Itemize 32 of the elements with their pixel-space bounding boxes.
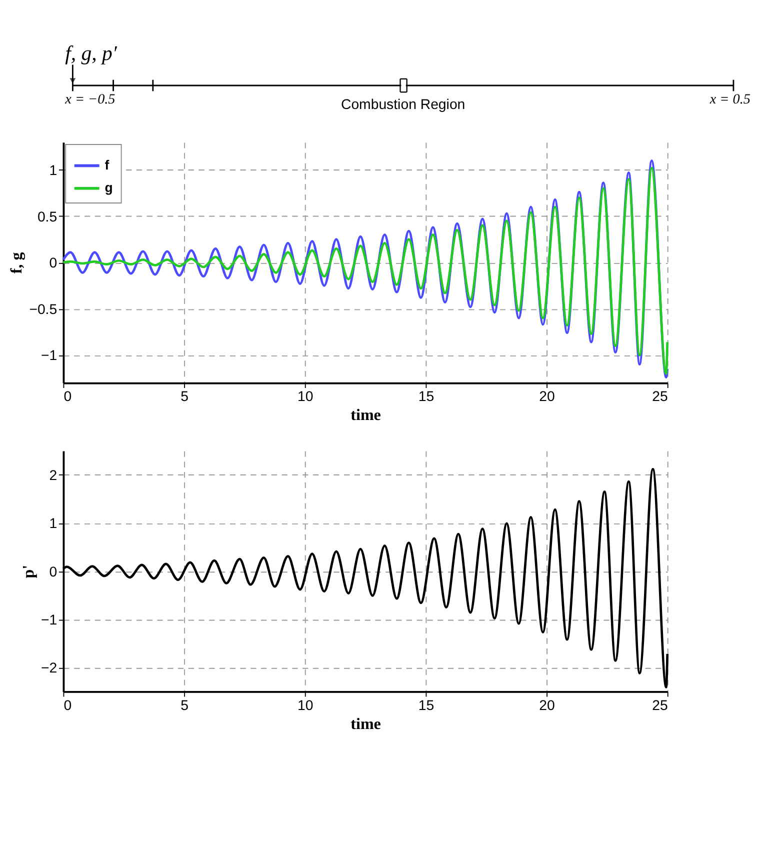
y-tick-label: 1 — [49, 515, 58, 532]
x-tick-label: 20 — [539, 388, 556, 404]
y-tick-label: −2 — [40, 660, 58, 676]
x-tick-label: 5 — [180, 696, 189, 713]
legend-label: g — [104, 180, 113, 196]
x-tick-label: 0 — [64, 696, 72, 713]
x-tick-label: 25 — [652, 696, 668, 713]
y-axis-title: f, g — [8, 252, 26, 274]
y-tick-label: 0 — [49, 254, 58, 271]
x-tick-label: 5 — [180, 388, 189, 404]
text: x = −0.5 — [64, 91, 116, 108]
x-tick-label: 10 — [298, 696, 314, 713]
y-tick-label: 0 — [49, 563, 58, 580]
text: x = 0.5 — [708, 91, 750, 108]
x-tick-label: 15 — [418, 388, 434, 404]
x-tick-label: 25 — [652, 388, 668, 404]
y-tick-label: −1 — [40, 611, 58, 628]
x-tick-label: 10 — [298, 388, 314, 404]
y-tick-label: −0.5 — [29, 300, 58, 317]
y-tick-label: −1 — [40, 347, 58, 364]
y-tick-label: 0.5 — [37, 208, 58, 224]
y-axis-title: p' — [20, 564, 38, 578]
text: f, g, p′ — [65, 43, 118, 65]
x-tick-label: 0 — [64, 388, 72, 404]
x-tick-label: 15 — [418, 696, 434, 713]
y-tick-label: 2 — [49, 467, 58, 484]
x-axis-title: time — [350, 407, 381, 424]
y-tick-label: 1 — [49, 162, 58, 178]
text: Combustion Region — [340, 96, 466, 112]
legend-label: f — [104, 157, 110, 172]
x-tick-label: 20 — [539, 696, 556, 713]
x-axis-title: time — [350, 716, 381, 733]
